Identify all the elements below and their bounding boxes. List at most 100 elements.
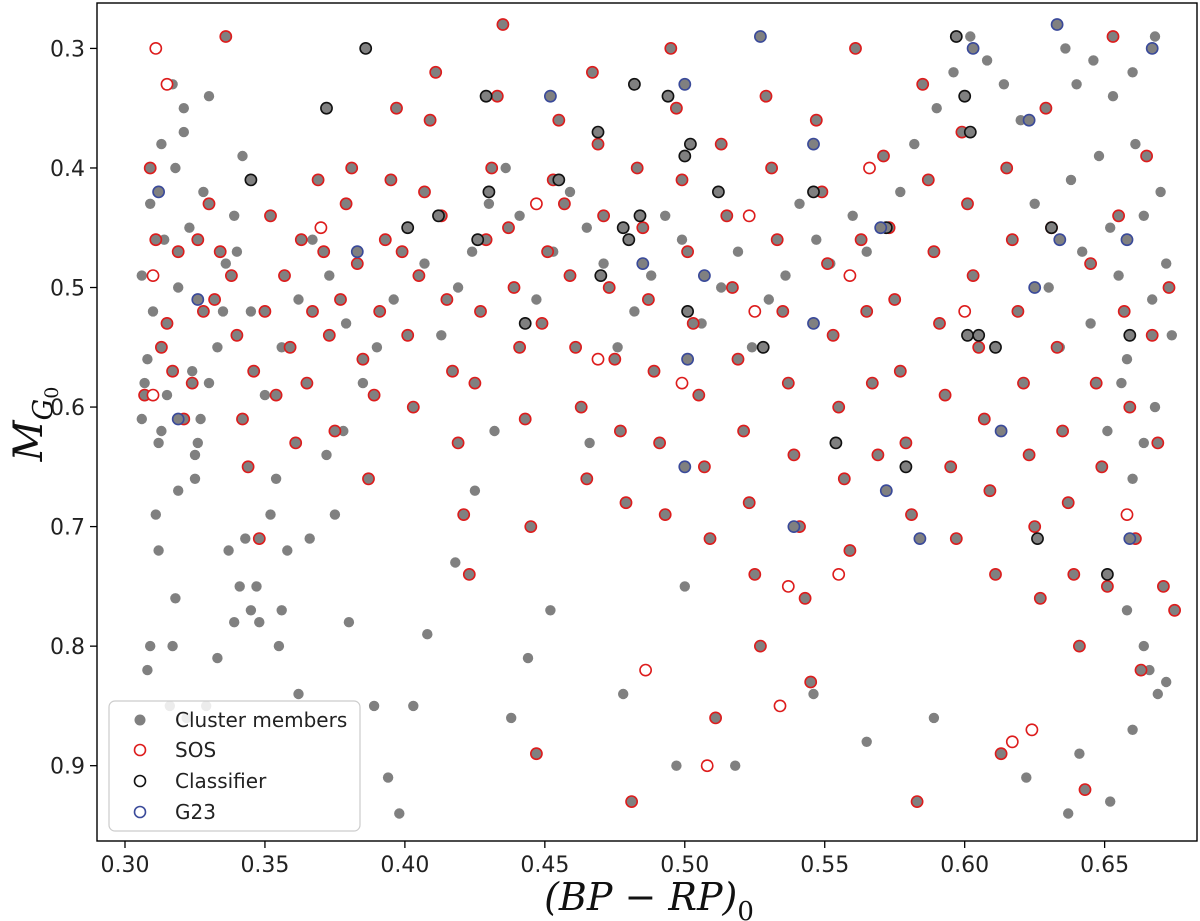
data-point: [686, 316, 700, 330]
data-point: [502, 221, 515, 235]
data-point: [949, 30, 963, 43]
data-point: [245, 306, 257, 317]
data-point: [545, 605, 556, 616]
data-point: [367, 388, 381, 402]
y-axis-ticks: 0.3 0.4 0.5 0.6 0.7 0.8 0.9: [50, 37, 97, 780]
data-point: [1011, 304, 1025, 318]
data-point: [756, 340, 770, 354]
data-point: [564, 186, 576, 198]
data-point: [765, 161, 778, 175]
legend-label-cluster-members: Cluster members: [175, 708, 347, 732]
data-point: [681, 304, 694, 318]
data-point: [254, 617, 265, 628]
x-axis-label: (BP − RP)0: [544, 875, 754, 921]
data-point: [594, 269, 608, 282]
y-axis-label: MG0: [6, 387, 63, 463]
data-point: [195, 413, 206, 425]
x-tick-label: 0.30: [100, 853, 149, 878]
data-point: [811, 234, 822, 245]
data-point: [646, 270, 657, 281]
data-point: [289, 436, 303, 450]
data-point: [451, 436, 465, 450]
data-point: [616, 221, 630, 235]
data-point: [1063, 808, 1074, 819]
data-point: [339, 197, 353, 211]
data-point: [324, 270, 335, 281]
data-point: [787, 520, 801, 533]
data-point: [763, 294, 774, 305]
data-point: [676, 234, 688, 245]
data-point: [712, 185, 725, 199]
plot-marks: [136, 18, 1181, 819]
data-point: [142, 664, 153, 676]
data-point: [977, 412, 991, 426]
data-point: [1095, 460, 1109, 474]
data-point: [581, 222, 592, 233]
data-point: [888, 293, 902, 306]
data-point: [861, 246, 872, 257]
data-point: [518, 412, 532, 426]
data-point: [147, 306, 159, 317]
data-point: [384, 173, 398, 187]
x-tick-label: 0.60: [940, 853, 989, 878]
data-point: [1060, 43, 1071, 54]
data-point: [1149, 401, 1161, 413]
data-point: [322, 328, 336, 342]
data-point: [229, 210, 240, 221]
data-point: [479, 89, 493, 103]
data-point: [142, 354, 153, 365]
data-point: [807, 185, 820, 199]
data-point: [861, 736, 872, 747]
series-sos: [138, 18, 1181, 808]
data-point: [265, 509, 276, 520]
data-point: [1085, 318, 1096, 329]
data-point: [171, 412, 185, 426]
data-point: [524, 520, 538, 533]
data-point: [191, 293, 205, 306]
data-point: [909, 138, 920, 150]
data-point: [244, 173, 258, 187]
data-point: [698, 269, 711, 282]
data-point: [574, 400, 588, 414]
data-point: [469, 485, 481, 496]
data-point: [1121, 605, 1133, 616]
data-point: [251, 581, 262, 592]
data-point: [368, 700, 380, 712]
data-point: [178, 103, 189, 114]
data-point: [703, 532, 717, 545]
data-point: [1028, 281, 1042, 294]
data-point: [145, 640, 156, 652]
data-point: [591, 125, 605, 139]
data-point: [653, 436, 666, 450]
data-point: [436, 330, 447, 341]
data-point: [1000, 161, 1014, 175]
data-point: [522, 652, 534, 664]
legend-label-classifier: Classifier: [175, 769, 267, 793]
data-point: [983, 484, 997, 498]
data-point: [1168, 603, 1181, 617]
data-point: [136, 413, 147, 425]
data-point: [1151, 436, 1165, 450]
data-point: [1084, 257, 1097, 270]
data-point: [234, 581, 245, 592]
data-point: [213, 245, 227, 259]
data-point: [483, 198, 495, 209]
data-point: [518, 316, 532, 330]
data-point: [457, 508, 471, 521]
data-point: [731, 352, 745, 366]
data-point: [146, 269, 160, 282]
data-point: [770, 233, 784, 247]
data-point: [229, 617, 240, 628]
data-point: [1161, 258, 1172, 269]
x-tick-label: 0.65: [1080, 853, 1129, 878]
data-point: [639, 663, 652, 677]
data-point: [748, 304, 762, 318]
data-point: [720, 209, 734, 223]
data-point: [1127, 724, 1138, 735]
data-point: [1093, 150, 1105, 162]
data-point: [212, 342, 223, 353]
data-point: [671, 760, 682, 771]
data-point: [471, 233, 485, 247]
x-axis-ticks: 0.30 0.35 0.40 0.45 0.50 0.55 0.60 0.65: [100, 841, 1129, 878]
data-point: [306, 304, 319, 318]
